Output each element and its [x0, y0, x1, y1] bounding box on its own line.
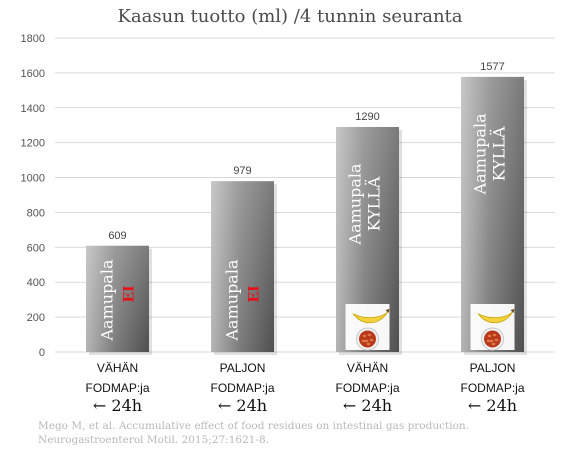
value-label: 979 [233, 165, 251, 177]
bar-group: 1290 Aamupala KYLLÄ [336, 111, 402, 355]
breakfast-icons [345, 304, 390, 351]
x-category-line3: ← 24h [343, 396, 392, 415]
bean [364, 339, 369, 343]
breakfast-answer: EI [247, 285, 263, 302]
beans [359, 330, 376, 348]
bean [487, 334, 492, 338]
breakfast-label: Aamupala [98, 259, 117, 341]
bean [362, 334, 367, 338]
x-category-line1: PALJON [220, 361, 266, 375]
x-category-line2: FODMAP:ja [210, 381, 274, 395]
bar-caption: Aamupala EI [223, 259, 263, 341]
bar-caption: Aamupala KYLLÄ [471, 113, 509, 195]
banana-stem [385, 309, 390, 313]
bar-highlight [86, 245, 149, 352]
y-tick-label: 600 [27, 242, 45, 254]
bar-group: 1577 Aamupala KYLLÄ [461, 61, 527, 355]
x-category-line3: ← 24h [468, 396, 517, 415]
breakfast-label: Aamupala [346, 163, 365, 245]
bean [492, 333, 497, 337]
reference-citation: Mego M, et al. Accumulative effect of fo… [38, 419, 469, 447]
breakfast-icons [470, 304, 515, 351]
bean [494, 338, 499, 342]
bar-caption: Aamupala EI [98, 259, 138, 341]
bean [489, 339, 494, 343]
beans [484, 330, 501, 348]
value-label: 609 [108, 230, 126, 242]
banana-icon [477, 309, 515, 324]
bean [369, 338, 374, 342]
y-tick-label: 400 [27, 277, 45, 289]
value-label: 1290 [355, 111, 379, 123]
x-category-line1: PALJON [470, 361, 516, 375]
y-tick-label: 1000 [21, 173, 45, 185]
x-category-line1: VÄHÄN [97, 361, 138, 375]
y-tick-label: 1200 [21, 138, 45, 150]
bean [367, 333, 372, 337]
x-category-line3: ← 24h [93, 396, 142, 415]
banana-icon [352, 309, 390, 324]
y-tick-label: 200 [27, 312, 45, 324]
breakfast-answer: KYLLÄ [489, 126, 509, 181]
bar-group: 609 Aamupala EI [86, 230, 152, 355]
chart-title: Kaasun tuotto (ml) /4 tunnin seuranta [117, 6, 462, 27]
x-category-line2: FODMAP:ja [460, 381, 524, 395]
y-tick-label: 0 [39, 347, 45, 359]
bean [486, 339, 491, 343]
y-tick-label: 800 [27, 207, 45, 219]
breakfast-label: Aamupala [471, 113, 490, 195]
y-tick-label: 1800 [21, 33, 45, 45]
y-axis: 0 200 400 600 800 1000 1200 1400 1600 1800 [21, 33, 45, 359]
bean [366, 342, 371, 346]
baked-beans-icon [356, 327, 379, 351]
baked-beans-icon [481, 327, 504, 351]
x-category-line1: VÄHÄN [347, 361, 388, 375]
breakfast-answer: EI [122, 285, 138, 302]
breakfast-label: Aamupala [223, 259, 242, 341]
x-category-line2: FODMAP:ja [335, 381, 399, 395]
x-category-line2: FODMAP:ja [85, 381, 149, 395]
bean [361, 339, 366, 343]
x-category-line3: ← 24h [218, 396, 267, 415]
value-label: 1577 [480, 61, 504, 73]
y-tick-label: 1400 [21, 103, 45, 115]
bar-caption: Aamupala KYLLÄ [346, 163, 384, 245]
banana-stem [510, 309, 515, 313]
y-tick-label: 1600 [21, 68, 45, 80]
bean [491, 342, 496, 346]
breakfast-answer: KYLLÄ [364, 176, 384, 231]
reference-line-2: Neurogastroenterol Motil. 2015;27:1621-8… [38, 434, 270, 446]
bar-highlight [211, 181, 274, 352]
reference-line-1: Mego M, et al. Accumulative effect of fo… [38, 420, 469, 432]
bar-group: 979 Aamupala EI [211, 165, 277, 355]
